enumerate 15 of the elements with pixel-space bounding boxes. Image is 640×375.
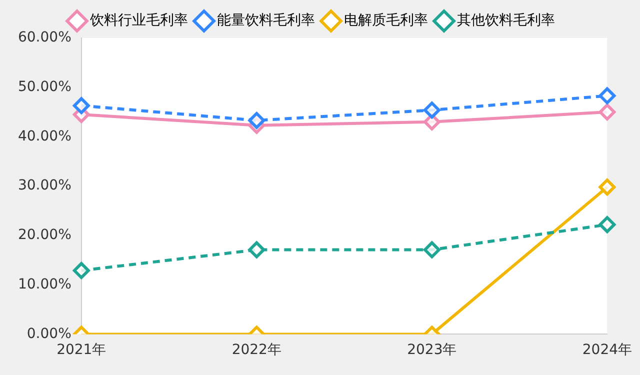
legend-label: 电解质毛利率 (344, 12, 428, 29)
y-tick-label: 40.00% (18, 128, 72, 144)
legend-label: 其他饮料毛利率 (457, 12, 555, 29)
y-tick-label: 0.00% (26, 326, 72, 342)
y-tick-label: 30.00% (18, 178, 72, 194)
y-tick-label: 50.00% (18, 79, 72, 96)
x-tick-label: 2022年 (232, 342, 282, 358)
y-tick-label: 20.00% (18, 227, 72, 244)
legend-label: 饮料行业毛利率 (89, 12, 188, 29)
x-tick-label: 2024年 (582, 342, 632, 358)
y-tick-label: 60.00% (18, 30, 72, 46)
x-tick-label: 2021年 (56, 342, 106, 358)
y-tick-label: 10.00% (18, 276, 72, 292)
legend-label: 能量饮料毛利率 (217, 12, 315, 29)
x-tick-label: 2023年 (407, 342, 457, 358)
